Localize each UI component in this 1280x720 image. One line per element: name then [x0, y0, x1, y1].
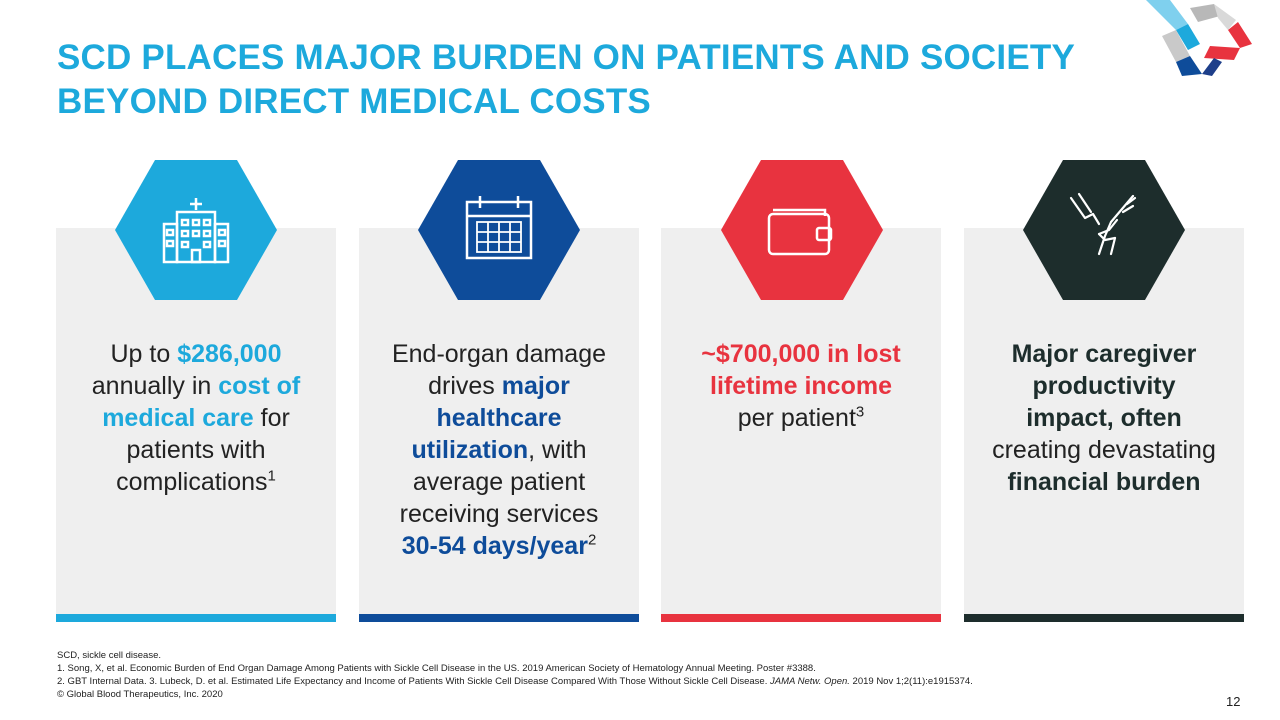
footnote-text: 2. GBT Internal Data. 3. Lubeck, D. et a…: [57, 676, 770, 687]
footnote-reference-1: 1. Song, X, et al. Economic Burden of En…: [57, 663, 816, 674]
highlight-text: productivity: [1032, 372, 1176, 400]
highlight-text: lifetime income: [710, 372, 892, 400]
card-healthcare-utilization-text: End-organ damage drives major healthcare…: [359, 338, 639, 562]
journal-name: JAMA Netw. Open.: [770, 676, 850, 687]
card-accent-bar: [661, 614, 941, 622]
highlight-days: 30-54 days/year: [401, 532, 588, 560]
hex-badge-dark: [1023, 160, 1185, 300]
hex-badge-cyan: [115, 160, 277, 300]
text-segment: drives: [428, 372, 502, 400]
copyright-notice: © Global Blood Therapeutics, Inc. 2020: [57, 689, 223, 700]
text-segment: average patient: [412, 468, 586, 496]
highlight-text: cost of: [218, 372, 301, 400]
footnote-ref: 3: [855, 403, 865, 421]
footnote-reference-2-3: 2. GBT Internal Data. 3. Lubeck, D. et a…: [57, 676, 973, 688]
footnote-ref: 2: [587, 531, 597, 549]
highlight-text: healthcare: [436, 404, 562, 432]
text-segment: creating devastating: [992, 436, 1216, 464]
footnote-ref: 1: [267, 467, 276, 485]
company-logo: [1146, 0, 1252, 76]
calendar-icon: [465, 196, 533, 260]
text-segment: annually in: [91, 372, 219, 400]
card-accent-bar: [56, 614, 336, 622]
highlight-text: major: [501, 372, 570, 400]
highlight-text: medical care: [102, 404, 254, 432]
highlight-text: financial burden: [1007, 468, 1201, 496]
holding-hands-icon: [1069, 192, 1137, 256]
footnote-text: 2019 Nov 1;2(11):e1915374.: [849, 676, 973, 687]
card-accent-bar: [964, 614, 1244, 622]
text-segment: patients with: [126, 436, 266, 464]
card-medical-cost-text: Up to $286,000 annually in cost of medic…: [56, 338, 336, 498]
highlight-amount: ~$700,000 in lost: [701, 340, 901, 368]
hospital-icon: [162, 198, 230, 264]
highlight-text: impact, often: [1026, 404, 1182, 432]
hex-badge-blue: [418, 160, 580, 300]
text-segment: complications: [116, 468, 268, 496]
text-segment: , with: [528, 436, 587, 464]
hex-badge-red: [721, 160, 883, 300]
text-segment: Up to: [110, 340, 178, 368]
highlight-text: utilization: [411, 436, 529, 464]
footnote-abbreviation: SCD, sickle cell disease.: [57, 650, 162, 661]
text-segment: receiving services: [399, 500, 599, 528]
highlight-text: Major caregiver: [1011, 340, 1197, 368]
card-caregiver-impact-text: Major caregiver productivity impact, oft…: [964, 338, 1244, 498]
slide-title: SCD PLACES MAJOR BURDEN ON PATIENTS AND …: [57, 38, 1075, 121]
card-lost-income-text: ~$700,000 in lost lifetime income per pa…: [661, 338, 941, 434]
text-segment: End-organ damage: [391, 340, 607, 368]
card-accent-bar: [359, 614, 639, 622]
page-number: 12: [1226, 694, 1241, 709]
highlight-amount: $286,000: [177, 340, 282, 368]
text-segment: per patient: [737, 404, 856, 432]
wallet-icon: [767, 208, 833, 256]
text-segment: for: [253, 404, 290, 432]
